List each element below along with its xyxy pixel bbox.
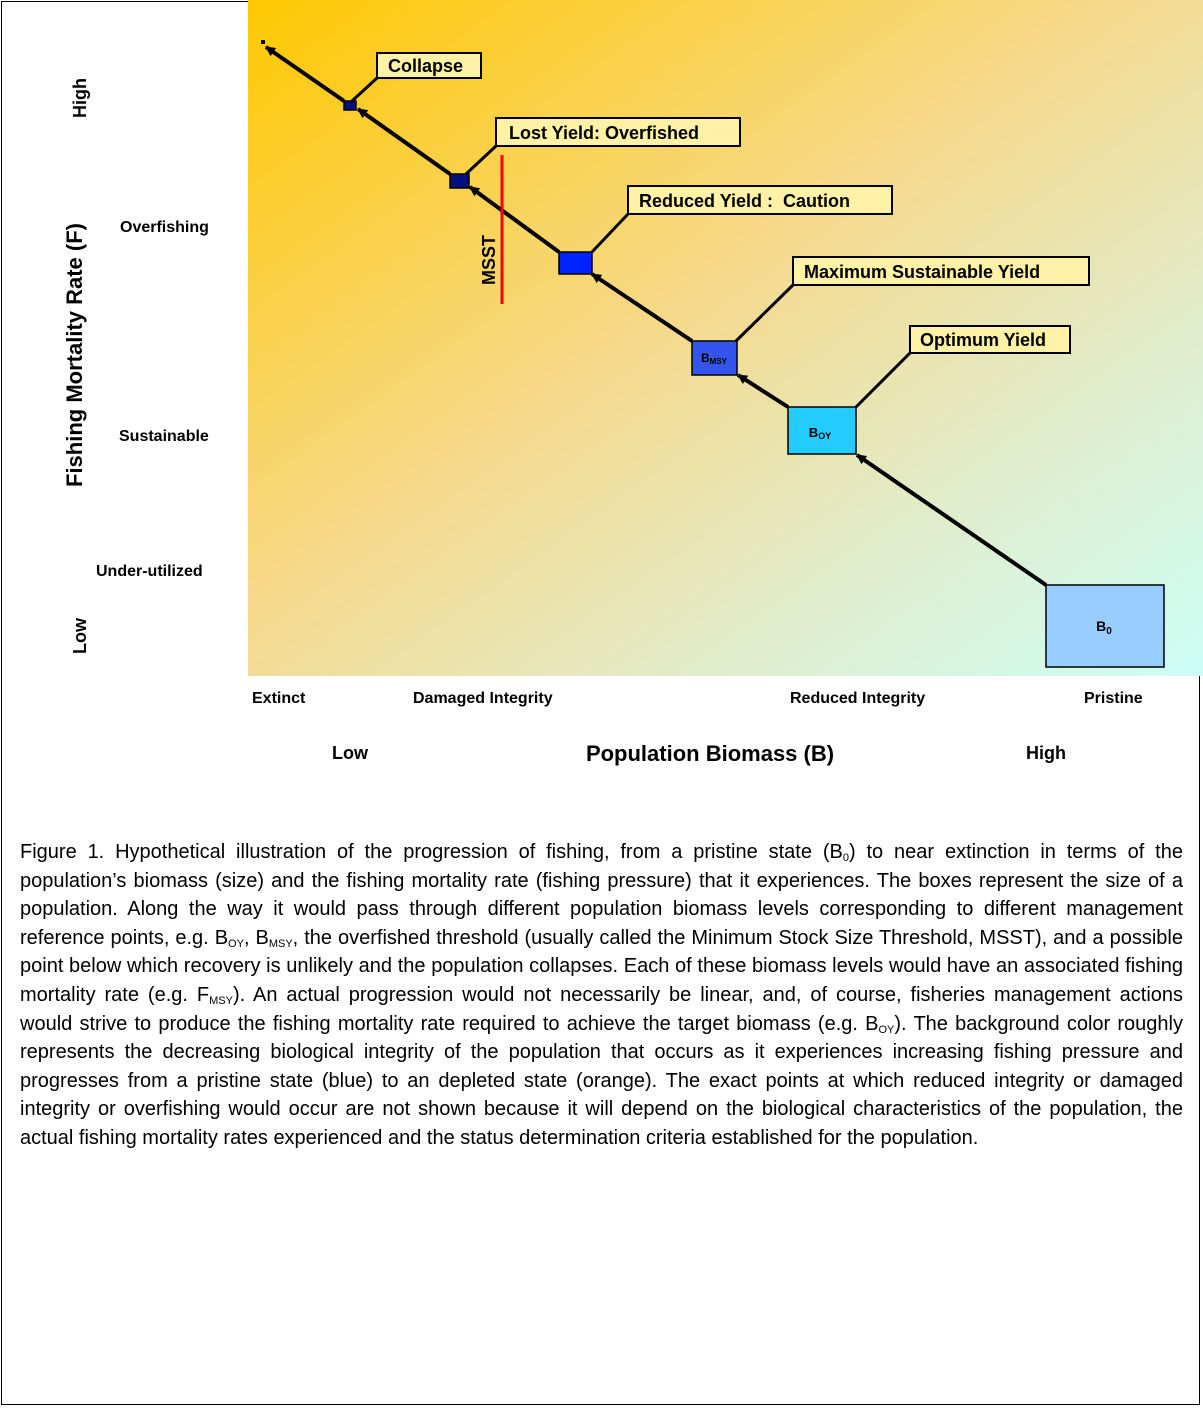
callout-reduced-yield-box: [627, 185, 893, 215]
box-b-0: [1045, 584, 1165, 668]
arrow-boy-to-bmsy: [736, 373, 790, 409]
callout-lost-yield-box: [495, 117, 741, 147]
extinct-point: [261, 40, 265, 44]
callout-collapse: Collapse: [388, 56, 463, 76]
callout-collapse-box: [376, 52, 482, 79]
x-level-pristine: Pristine: [1084, 690, 1143, 707]
x-level-damaged-integrity: Damaged Integrity: [413, 690, 553, 707]
callout-reduced-yield: Reduced Yield : Caution: [639, 191, 850, 211]
box-collapse: [343, 100, 357, 111]
y-level-under-utilized: Under-utilized: [96, 563, 203, 580]
y-axis-low: Low: [70, 617, 90, 654]
callout-optimum: Optimum Yield: [920, 330, 1046, 350]
box-b-msy: [691, 340, 738, 376]
connector-msy: [734, 283, 795, 343]
label-b-oy: BOY: [809, 425, 831, 441]
x-level-extinct: Extinct: [252, 690, 306, 707]
x-axis-title: Population Biomass (B): [586, 741, 834, 766]
y-level-sustainable: Sustainable: [119, 428, 209, 445]
x-axis-low: Low: [332, 743, 369, 763]
label-connectors: [350, 76, 912, 409]
y-axis-high: High: [70, 78, 90, 118]
connector-reduced-yield: [590, 212, 630, 254]
label-b-msy: BMSY: [701, 351, 728, 366]
connector-lost-yield: [464, 144, 498, 176]
fishing-progression-diagram: MSST BMSY BOY B0 Collapse Lost Yield: Ov…: [62, 0, 1203, 766]
y-axis-title: Fishing Mortality Rate (F): [62, 223, 87, 487]
y-level-overfishing: Overfishing: [120, 219, 209, 236]
arrow-reduced-to-overfished: [468, 185, 561, 254]
connector-optimum: [854, 351, 912, 409]
figure-caption: Figure 1. Hypothetical illustration of t…: [20, 841, 1184, 1149]
connector-collapse: [350, 76, 379, 103]
x-level-reduced-integrity: Reduced Integrity: [790, 690, 925, 707]
arrow-overfished-to-collapse: [356, 107, 452, 176]
callout-boxes: [376, 52, 1090, 354]
progression-arrows: [264, 45, 1048, 587]
box-reduced-yield: [558, 251, 593, 275]
label-b-0: B0: [1096, 618, 1112, 637]
callout-msy-box: [792, 256, 1090, 286]
callout-lost-yield: Lost Yield: Overfished: [509, 123, 699, 143]
callout-msy: Maximum Sustainable Yield: [804, 262, 1040, 282]
arrow-bmsy-to-reduced: [590, 272, 694, 343]
x-axis-high: High: [1026, 743, 1066, 763]
arrow-collapse-to-extinct: [264, 45, 346, 103]
callout-optimum-box: [909, 325, 1071, 354]
box-b-oy: [787, 406, 857, 455]
arrow-b0-to-boy: [855, 453, 1048, 587]
box-overfished: [449, 173, 470, 189]
population-boxes: [343, 100, 1165, 668]
msst-label: MSST: [479, 235, 499, 285]
